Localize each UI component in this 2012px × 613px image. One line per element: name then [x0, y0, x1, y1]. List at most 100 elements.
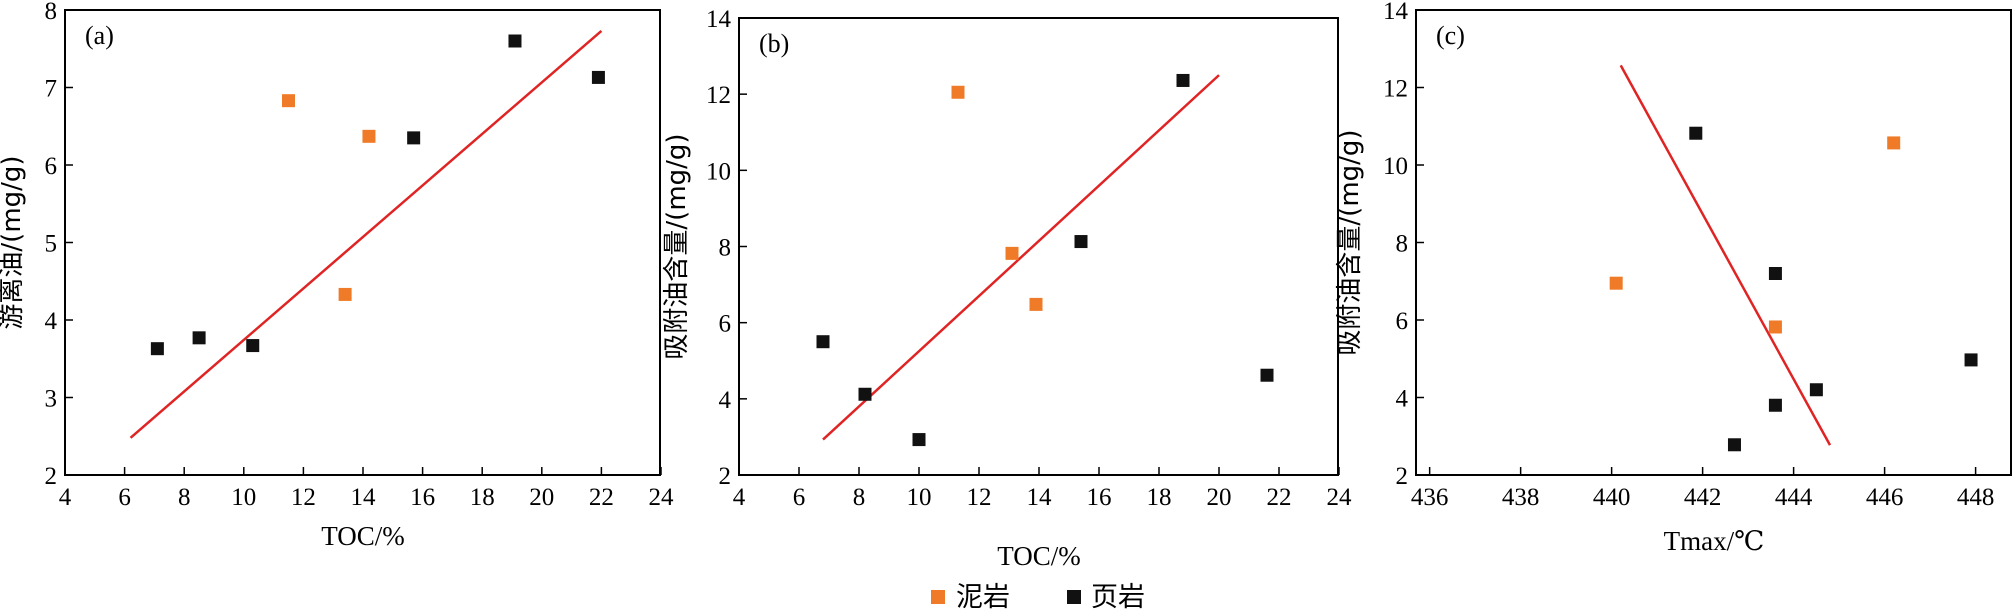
- mudstone-point: [362, 129, 376, 143]
- shale-point: [508, 34, 522, 48]
- shale-point: [1727, 438, 1741, 452]
- y-axis-title: 吸附油含量/(mg/g): [662, 133, 692, 359]
- y-tick-label: 12: [706, 82, 731, 109]
- legend-swatch-mudstone: [931, 590, 945, 604]
- y-tick-label: 6: [719, 311, 732, 338]
- y-axis-title: 游离油/(mg/g): [0, 155, 27, 329]
- panel-label: (a): [85, 21, 114, 50]
- y-tick-label: 8: [45, 0, 58, 25]
- x-tick-label: 14: [351, 484, 377, 511]
- panel-b: 4 6 8 10 12 14 16 18 20 22 242468101214(b)吸附油含量/(m…: [662, 6, 1352, 571]
- panel-label: (c): [1436, 21, 1465, 50]
- legend-label-shale: 页岩: [1091, 582, 1145, 613]
- x-tick-label: 22: [589, 484, 614, 511]
- shale-point: [1809, 383, 1823, 397]
- legend-swatch-shale: [1067, 590, 1081, 604]
- shale-point: [1176, 73, 1190, 87]
- fit-line: [1619, 64, 1832, 446]
- y-tick-label: 14: [1383, 0, 1409, 25]
- x-tick-label: 4: [733, 484, 746, 511]
- y-tick-label: 2: [1396, 463, 1409, 490]
- x-tick-label: 438: [1502, 484, 1540, 511]
- x-tick-label: 24: [1327, 484, 1353, 511]
- y-tick-label: 14: [706, 6, 732, 33]
- panel-c: 436 438 440 442 444 446 448 2 4 6 8 10 12 14 (c) 吸附油含量/…: [1335, 0, 2012, 556]
- x-tick-label: 6: [118, 484, 131, 511]
- mudstone-point: [1887, 136, 1901, 150]
- fit-line: [822, 74, 1220, 441]
- x-tick-label: 8: [178, 484, 191, 511]
- plot-frame: [738, 17, 1339, 476]
- x-tick-label: 436: [1411, 484, 1449, 511]
- x-tick-label: 24: [649, 484, 675, 511]
- y-tick-label: 10: [1383, 153, 1408, 180]
- x-tick-label: 446: [1866, 484, 1904, 511]
- shale-point: [858, 387, 872, 401]
- y-tick-label: 5: [45, 231, 58, 258]
- x-tick-label: 10: [907, 484, 932, 511]
- y-tick-label: 6: [1396, 308, 1409, 335]
- x-tick-label: 18: [1147, 484, 1172, 511]
- legend-label-mudstone: 泥岩: [956, 582, 1010, 613]
- x-tick-label: 8: [853, 484, 866, 511]
- shale-point: [150, 342, 164, 356]
- y-tick-label: 8: [1396, 231, 1409, 258]
- legend: 泥岩 页岩: [931, 582, 1145, 613]
- shale-point: [1074, 235, 1088, 249]
- y-tick-label: 4: [719, 387, 732, 414]
- shale-point: [192, 331, 206, 345]
- plot-frame: [64, 9, 661, 476]
- shale-point: [1768, 398, 1782, 412]
- x-axis-title: TOC/%: [997, 541, 1081, 571]
- shale-point: [1964, 353, 1978, 367]
- panel-a: 4 6 8 10 12 14 16 18 20 22 24 2 3 4 5 6 7 8 (a) 游离油/(mg/g) T…: [0, 0, 674, 551]
- x-tick-label: 20: [529, 484, 554, 511]
- y-tick-label: 2: [719, 463, 732, 490]
- x-tick-label: 448: [1957, 484, 1995, 511]
- fit-line: [129, 29, 603, 439]
- x-tick-label: 20: [1207, 484, 1232, 511]
- shale-point: [1768, 267, 1782, 280]
- plot-frame: [1415, 9, 2012, 476]
- shale-point: [246, 339, 260, 353]
- mudstone-point: [951, 85, 965, 99]
- x-tick-label: 22: [1267, 484, 1292, 511]
- y-tick-label: 10: [706, 158, 731, 185]
- mudstone-point: [1609, 276, 1623, 290]
- shale-point: [1260, 368, 1274, 382]
- y-tick-label: 4: [1396, 386, 1409, 413]
- y-tick-label: 4: [45, 308, 58, 335]
- y-axis-title: 吸附油含量/(mg/g): [1335, 129, 1365, 355]
- x-tick-label: 18: [470, 484, 495, 511]
- x-tick-label: 440: [1593, 484, 1631, 511]
- shale-point: [912, 433, 926, 447]
- x-tick-label: 14: [1027, 484, 1053, 511]
- shale-point: [407, 131, 421, 145]
- x-tick-label: 442: [1684, 484, 1722, 511]
- mudstone-point: [338, 287, 352, 301]
- x-tick-label: 4: [59, 484, 72, 511]
- panel-label: (b): [759, 29, 789, 58]
- y-tick-label: 12: [1383, 76, 1408, 103]
- x-tick-label: 12: [291, 484, 316, 511]
- mudstone-point: [282, 94, 295, 108]
- x-tick-label: 16: [1087, 484, 1112, 511]
- mudstone-point: [1005, 246, 1019, 260]
- y-tick-label: 6: [45, 153, 58, 180]
- x-tick-label: 6: [793, 484, 806, 511]
- mudstone-point: [1768, 320, 1782, 334]
- y-tick-label: 2: [45, 463, 58, 490]
- y-tick-label: 3: [45, 386, 58, 413]
- x-tick-label: 12: [967, 484, 992, 511]
- x-tick-label: 16: [410, 484, 435, 511]
- shale-point: [591, 70, 605, 84]
- shale-point: [1689, 126, 1703, 140]
- x-tick-label: 444: [1775, 484, 1813, 511]
- mudstone-point: [1029, 297, 1043, 311]
- x-axis-title: Tmax/℃: [1664, 526, 1765, 556]
- shale-point: [816, 335, 830, 349]
- x-tick-label: 10: [231, 484, 256, 511]
- y-tick-label: 8: [719, 235, 732, 262]
- x-axis-title: TOC/%: [321, 521, 405, 551]
